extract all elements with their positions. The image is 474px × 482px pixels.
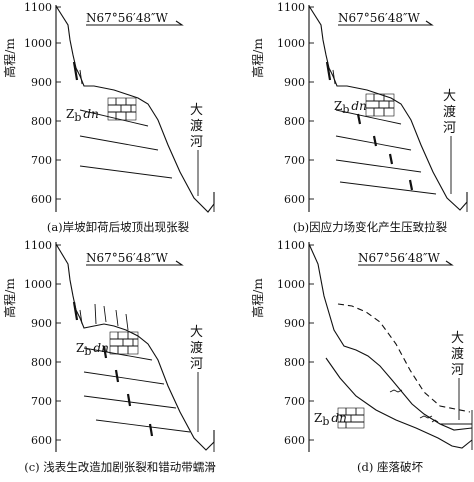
panel-c-tick-1000: 1000 — [24, 278, 52, 291]
panel-b-rock-symbol — [365, 93, 395, 117]
panel-d-tick-1100: 1100 — [277, 239, 305, 252]
panel-d-direction-arrow — [358, 260, 454, 266]
panel-c-river-2: 渡 — [190, 340, 203, 356]
panel-c-direction: N67°56′48″W — [86, 251, 169, 265]
panel-c-rock-symbol — [109, 331, 139, 355]
panel-b-cracks — [325, 61, 414, 191]
panel-c-tick-600: 600 — [31, 434, 52, 447]
panel-a-direction-arrow — [86, 20, 184, 26]
panel-a: 高程/m 1100 1000 900 800 700 600 N67°56′48… — [2, 1, 215, 234]
panel-b-river-1: 大 — [443, 89, 456, 104]
panel-c-tick-700: 700 — [31, 395, 52, 408]
panel-d-caption: (d) 座落破坏 — [357, 460, 423, 474]
panel-d-unit-label: Zb dn — [314, 411, 347, 428]
panel-a-tick-600: 600 — [31, 193, 52, 206]
panel-d-rock-symbol — [337, 407, 365, 429]
panel-c-river-1: 大 — [190, 325, 203, 340]
panel-d-tick-800: 800 — [284, 356, 305, 369]
panel-b: 高程/m 1100 1000 900 800 700 600 N67°56′48… — [250, 1, 468, 234]
panel-c-slope-profile — [55, 243, 215, 451]
panel-b-slope-profile — [308, 5, 468, 211]
panel-a-ylabel: 高程/m — [2, 38, 17, 78]
panel-c-ylabel: 高程/m — [2, 278, 17, 318]
panel-c-unit-label: Zb dn — [76, 341, 109, 358]
panel-d: 高程/m 1100 1000 900 800 700 600 N67°56′48… — [250, 239, 473, 474]
panel-c-tick-800: 800 — [31, 356, 52, 369]
panel-a-tick-800: 800 — [31, 115, 52, 128]
panel-d-river-2: 渡 — [451, 346, 464, 362]
panel-d-tick-1000: 1000 — [277, 278, 305, 291]
panel-d-river-3: 河 — [451, 363, 464, 378]
panel-c-layers — [83, 347, 191, 433]
panel-a-unit-label: Zb dn — [66, 107, 99, 124]
panel-a-tick-700: 700 — [31, 154, 52, 167]
panel-a-river-3: 河 — [190, 135, 203, 150]
panel-d-tick-600: 600 — [284, 434, 305, 447]
panel-c-caption: (c) 浅表生改造加剧张裂和错动带蠕滑 — [24, 460, 216, 474]
panel-a-direction: N67°56′48″W — [86, 11, 169, 25]
panel-b-tick-900: 900 — [284, 76, 305, 89]
panel-a-caption: (a)岸坡卸荷后坡顶出现张裂 — [47, 220, 190, 234]
panel-d-sliding-surface — [325, 357, 473, 449]
panel-d-original-slope-dashed — [337, 303, 471, 413]
panel-b-river-2: 渡 — [443, 104, 456, 120]
panel-b-ticks — [309, 6, 314, 200]
panel-b-tick-800: 800 — [284, 115, 305, 128]
panel-c-direction-arrow — [86, 260, 184, 266]
panel-c-river-3: 河 — [190, 357, 203, 372]
panel-d-tick-700: 700 — [284, 395, 305, 408]
panel-a-rock-symbol — [107, 97, 137, 121]
panel-c: 高程/m 1100 1000 900 800 700 600 N67°56′48… — [2, 239, 216, 474]
panel-c-cracks — [72, 301, 154, 437]
panel-c-tick-1100: 1100 — [24, 239, 52, 252]
panel-c-tick-900: 900 — [31, 317, 52, 330]
panel-d-river-1: 大 — [451, 331, 464, 346]
panel-b-river-3: 河 — [443, 121, 456, 136]
panel-a-tick-1100: 1100 — [24, 1, 52, 14]
panel-b-tick-1100: 1100 — [277, 1, 305, 14]
panel-b-ylabel: 高程/m — [250, 38, 265, 78]
panel-b-unit-label: Zb dn — [334, 99, 367, 116]
panel-b-tick-700: 700 — [284, 154, 305, 167]
panel-b-tick-600: 600 — [284, 193, 305, 206]
panel-d-tick-900: 900 — [284, 317, 305, 330]
panel-d-direction: N67°56′48″W — [358, 251, 441, 265]
panel-a-layers — [79, 109, 173, 179]
panel-b-direction-arrow — [338, 20, 434, 26]
panel-c-ticks — [56, 244, 61, 441]
panel-d-debris — [389, 389, 439, 423]
panel-d-ylabel: 高程/m — [250, 278, 265, 318]
panel-b-layers — [335, 109, 437, 195]
panel-b-tick-1000: 1000 — [277, 37, 305, 50]
panel-b-caption: (b)因应力场变化产生压致拉裂 — [293, 220, 448, 234]
panel-b-direction: N67°56′48″W — [338, 11, 421, 25]
panel-a-ticks — [56, 6, 61, 200]
panel-a-cracks — [72, 61, 83, 85]
panel-a-slope-profile — [55, 5, 215, 213]
panel-a-river-2: 渡 — [190, 118, 203, 134]
panel-a-river-1: 大 — [190, 103, 203, 118]
panel-a-tick-1000: 1000 — [24, 37, 52, 50]
panel-a-tick-900: 900 — [31, 76, 52, 89]
